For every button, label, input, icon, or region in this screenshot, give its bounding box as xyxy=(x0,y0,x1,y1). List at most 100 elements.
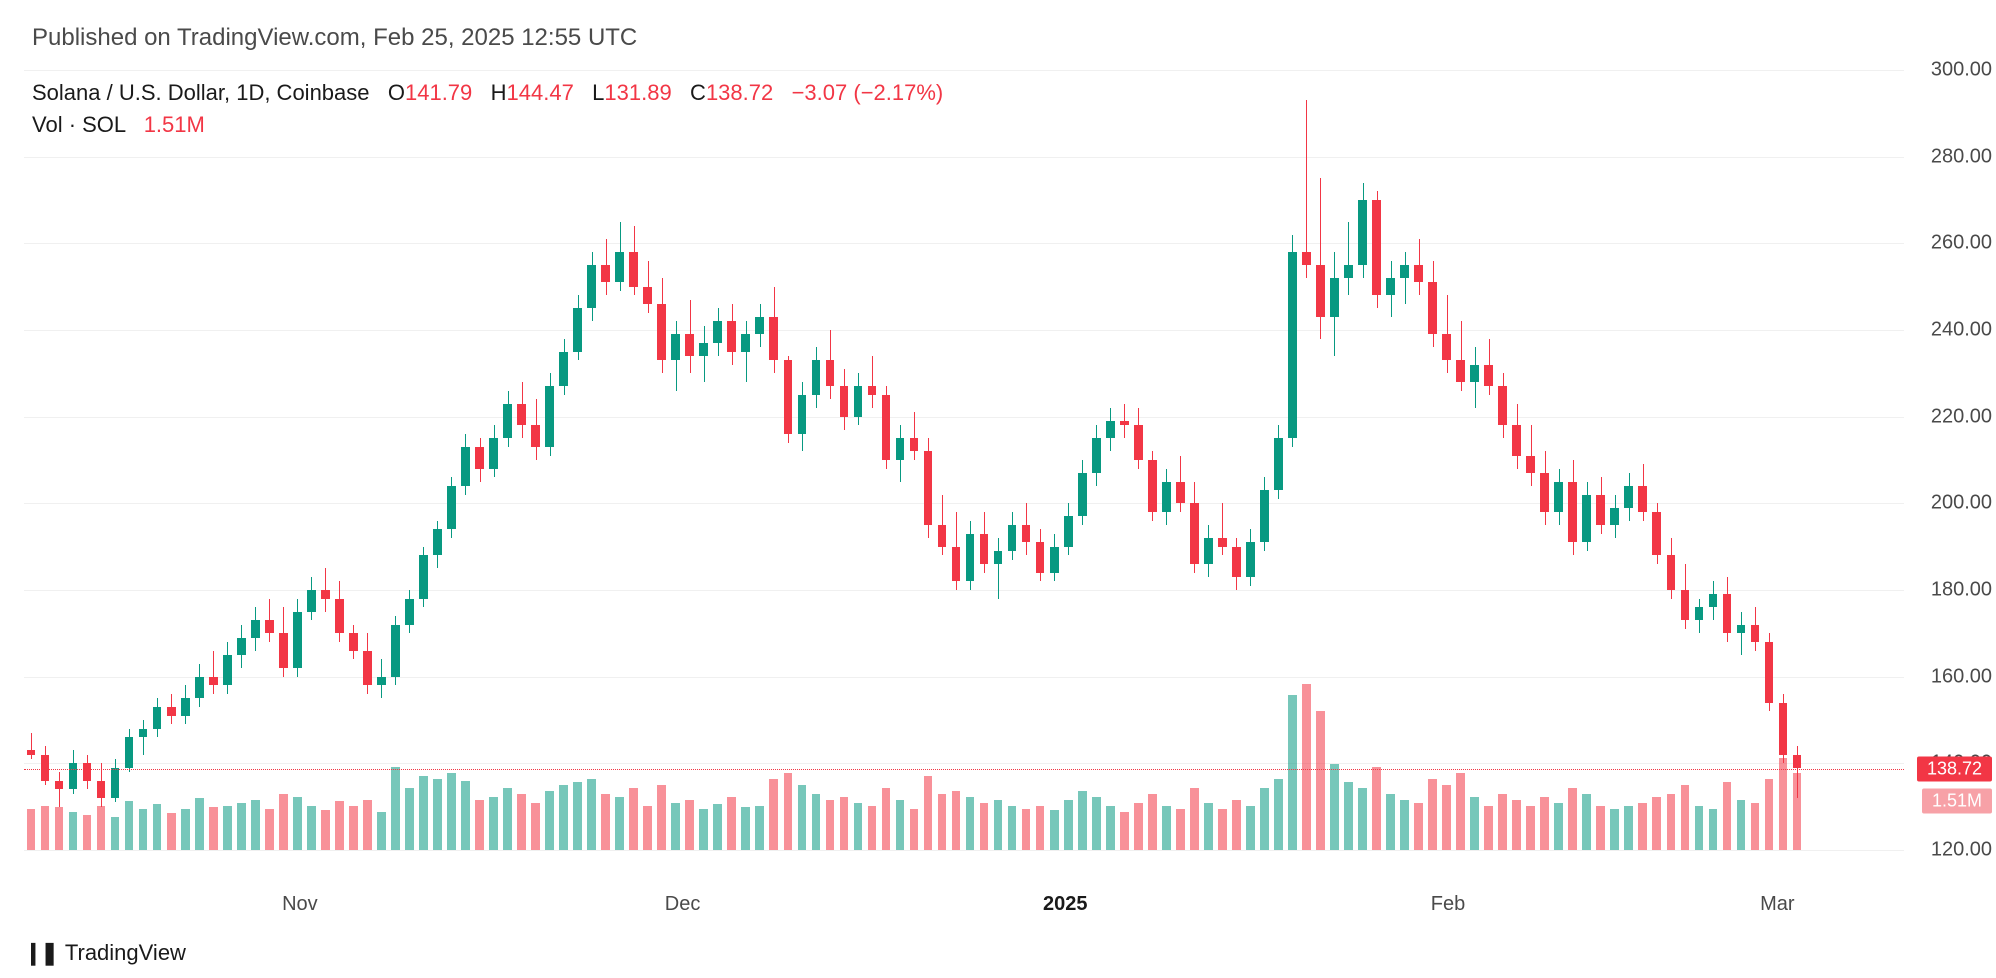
volume-bar xyxy=(1372,767,1381,850)
candle-body xyxy=(573,308,582,351)
volume-bar xyxy=(1064,800,1073,850)
volume-bar xyxy=(223,806,232,850)
volume-bar xyxy=(55,807,64,850)
candle-body xyxy=(685,334,694,356)
candle-body xyxy=(1246,542,1255,577)
volume-bar xyxy=(1765,779,1774,850)
volume-bar xyxy=(629,788,638,850)
candle-body xyxy=(1596,495,1605,525)
volume-bar xyxy=(195,798,204,850)
volume-bar xyxy=(1470,797,1479,850)
candle-body xyxy=(812,360,821,395)
candle-body xyxy=(643,287,652,304)
volume-bar xyxy=(1596,806,1605,850)
volume-bar xyxy=(1568,788,1577,850)
candle-body xyxy=(1442,334,1451,360)
volume-bar xyxy=(1176,809,1185,850)
volume-bar xyxy=(1120,812,1129,850)
volume-bar xyxy=(1008,806,1017,850)
volume-bar xyxy=(727,797,736,850)
candle-body xyxy=(475,447,484,469)
volume-bar xyxy=(713,804,722,850)
volume-bar xyxy=(1288,695,1297,850)
candle-body xyxy=(97,781,106,798)
candlestick-chart[interactable]: 120.00140.00160.00180.00200.00220.00240.… xyxy=(24,70,1904,880)
candle-body xyxy=(1022,525,1031,542)
volume-bar xyxy=(685,800,694,850)
candle-body xyxy=(1092,438,1101,473)
y-axis-label: 200.00 xyxy=(1931,492,1992,515)
volume-bar xyxy=(980,803,989,850)
candle-body xyxy=(1582,495,1591,543)
volume-bar xyxy=(69,812,78,850)
candle-body xyxy=(1400,265,1409,278)
volume-bar xyxy=(1036,806,1045,850)
volume-bar xyxy=(559,785,568,850)
volume-bar xyxy=(1442,785,1451,850)
candle-body xyxy=(83,763,92,780)
candle-body xyxy=(181,698,190,715)
volume-bar xyxy=(265,809,274,850)
candle-body xyxy=(1050,547,1059,573)
volume-bar xyxy=(1162,806,1171,850)
candle-body xyxy=(657,304,666,360)
brand-footer: ❙❚ TradingView xyxy=(24,940,186,966)
candle-body xyxy=(279,633,288,668)
candle-body xyxy=(349,633,358,650)
volume-bar xyxy=(784,773,793,850)
candle-body xyxy=(419,555,428,598)
candle-body xyxy=(938,525,947,547)
volume-bar xyxy=(699,809,708,850)
candle-body xyxy=(293,612,302,668)
candle-body xyxy=(223,655,232,685)
volume-bar xyxy=(1709,809,1718,850)
x-axis-label: 2025 xyxy=(1043,893,1088,916)
volume-bar xyxy=(139,809,148,850)
candle-body xyxy=(1624,486,1633,508)
volume-bar xyxy=(657,785,666,850)
volume-bar xyxy=(615,797,624,850)
candle-body xyxy=(111,768,120,798)
volume-bar xyxy=(671,803,680,850)
volume-bar xyxy=(391,767,400,850)
volume-bar xyxy=(545,791,554,850)
candle-body xyxy=(237,638,246,655)
candle-body xyxy=(671,334,680,360)
volume-bar xyxy=(461,781,470,850)
candle-body xyxy=(1470,365,1479,382)
candle-wick xyxy=(59,772,60,807)
candle-body xyxy=(265,620,274,633)
volume-bar xyxy=(573,782,582,850)
x-axis-label: Dec xyxy=(665,893,701,916)
volume-bar xyxy=(125,801,134,850)
volume-bar xyxy=(1078,791,1087,850)
candle-wick xyxy=(31,733,32,759)
candle-body xyxy=(377,677,386,686)
volume-bar xyxy=(1386,794,1395,850)
volume-bar xyxy=(97,806,106,850)
candle-body xyxy=(994,551,1003,564)
candle-body xyxy=(1120,421,1129,425)
volume-bar xyxy=(882,788,891,850)
volume-bar xyxy=(1723,782,1732,850)
volume-bar xyxy=(517,794,526,850)
candle-wick xyxy=(143,720,144,755)
candle-body xyxy=(784,360,793,434)
volume-bar xyxy=(1751,803,1760,850)
candle-body xyxy=(882,395,891,460)
candle-body xyxy=(531,425,540,447)
candle-body xyxy=(1260,490,1269,542)
candle-body xyxy=(1386,278,1395,295)
volume-bar xyxy=(419,776,428,850)
volume-bar xyxy=(1274,779,1283,850)
candle-body xyxy=(1779,703,1788,755)
volume-bar xyxy=(826,800,835,850)
candle-body xyxy=(447,486,456,529)
candle-body xyxy=(699,343,708,356)
volume-bar xyxy=(1092,797,1101,850)
candle-body xyxy=(1162,482,1171,512)
candle-body xyxy=(1372,200,1381,295)
volume-bar xyxy=(1484,806,1493,850)
volume-bar xyxy=(1260,788,1269,850)
volume-bar xyxy=(489,797,498,850)
